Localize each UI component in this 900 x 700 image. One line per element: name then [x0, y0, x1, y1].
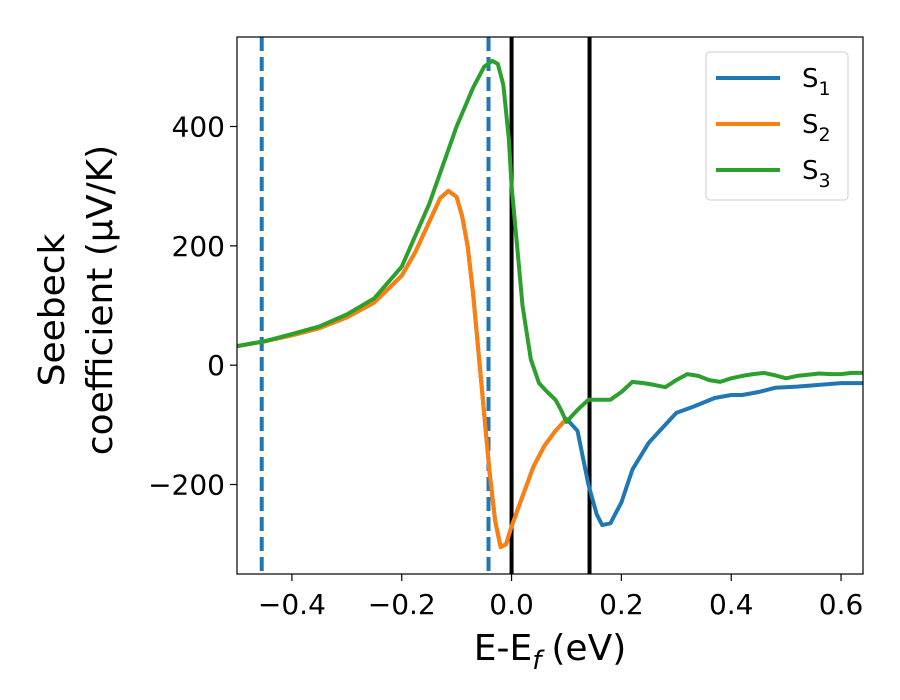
plot-frame [236, 36, 864, 575]
series-line-S1 [237, 188, 863, 550]
x-tick-label: −0.2 [368, 588, 436, 621]
y-tick-label: 0 [207, 349, 225, 382]
series-line-S2 [237, 188, 569, 550]
x-tick-label: 0.0 [489, 588, 534, 621]
y-axis-ticks: −200 0 200 400 [148, 111, 237, 502]
x-axis-label: E-Ef (eV) [474, 628, 627, 676]
legend-label-S1: S1 [802, 64, 831, 100]
x-tick-label: 0.2 [599, 588, 644, 621]
series-line-S3 [237, 58, 863, 424]
x-tick-label: 0.4 [709, 588, 754, 621]
legend-label-S3: S3 [802, 156, 831, 192]
x-tick-label: −0.4 [258, 588, 326, 621]
x-axis-ticks: −0.4 −0.2 0.0 0.2 0.4 0.6 [258, 574, 863, 621]
series-lines [237, 58, 863, 550]
y-axis-label-line2: coefficient (μV/K) [80, 145, 121, 455]
y-tick-label: 400 [172, 111, 225, 144]
y-tick-label: −200 [148, 469, 225, 502]
y-tick-label: 200 [172, 230, 225, 263]
y-axis-label-line1: Seebeck [32, 233, 73, 386]
reference-lines [259, 37, 592, 574]
x-tick-label: 0.6 [819, 588, 864, 621]
legend-label-S2: S2 [802, 110, 831, 146]
legend: S1 S2 S3 [705, 51, 849, 201]
